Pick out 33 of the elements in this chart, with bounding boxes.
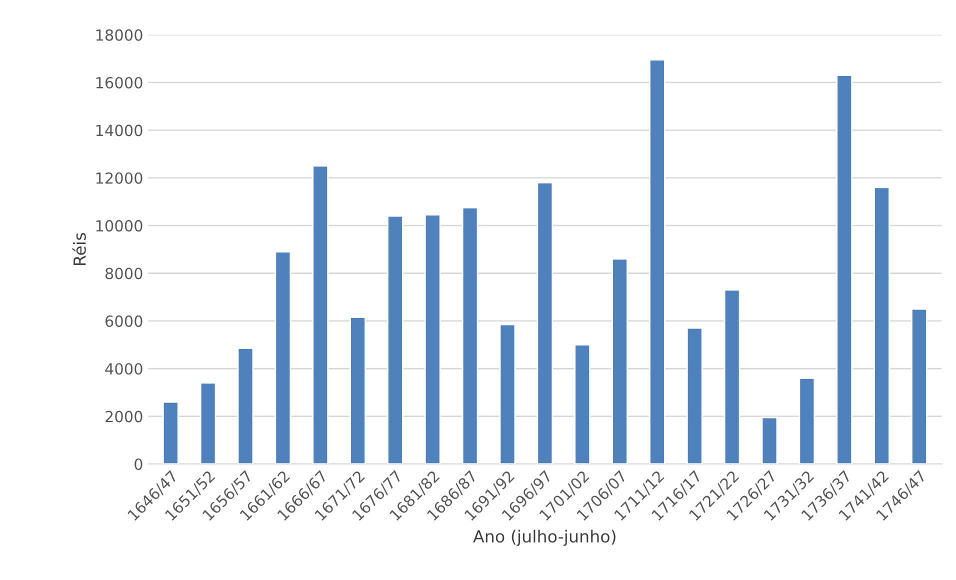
bar (387, 215, 404, 464)
bar (574, 344, 591, 464)
y-tick-label: 2000 (106, 410, 142, 422)
bar (761, 416, 778, 464)
bar (536, 182, 554, 464)
bar (350, 316, 366, 464)
y-tick-label: 12000 (96, 172, 142, 184)
y-tick-label: 14000 (96, 124, 142, 136)
bar (874, 186, 890, 464)
y-tick-label: 6000 (106, 315, 142, 327)
bar (499, 324, 516, 464)
x-axis-title: Ano (julho-junho) (473, 530, 616, 546)
y-tick-label: 8000 (105, 268, 142, 280)
bar (686, 327, 703, 464)
y-tick-label: 4000 (105, 363, 142, 375)
bar (237, 348, 254, 464)
bar (200, 382, 216, 464)
bar (424, 214, 441, 464)
bar (312, 165, 329, 464)
bar (911, 308, 928, 464)
y-tick-label: 0 (134, 458, 142, 470)
y-tick-label: 16000 (96, 76, 142, 89)
bar (649, 59, 666, 464)
bar (724, 289, 740, 464)
bar (836, 74, 853, 464)
y-tick-label: 18000 (96, 29, 142, 41)
bar (462, 206, 478, 464)
y-tick-label: 10000 (96, 220, 142, 232)
bar (798, 377, 816, 464)
bar (612, 258, 628, 464)
y-axis-title: Réis (72, 233, 86, 265)
bar (162, 401, 179, 464)
bar (274, 251, 292, 464)
